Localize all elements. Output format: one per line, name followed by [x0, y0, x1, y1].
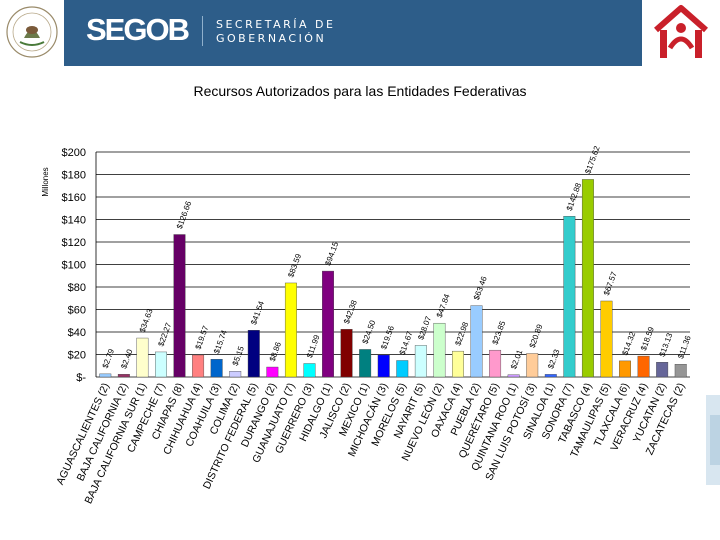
data-label: $142.88	[565, 181, 584, 212]
bar	[489, 349, 502, 378]
y-tick-label: $20	[68, 350, 86, 362]
y-tick-label: $80	[68, 282, 86, 294]
y-tick-label: $100	[62, 260, 86, 272]
bar	[600, 300, 613, 378]
bar	[117, 374, 130, 378]
data-label: $13.13	[658, 331, 675, 358]
data-label: $175.62	[583, 144, 602, 175]
bar	[136, 337, 149, 378]
bar	[99, 373, 112, 378]
y-tick-label: $200	[62, 147, 86, 159]
bar	[526, 353, 539, 378]
data-label: $67.57	[602, 270, 619, 297]
bar	[192, 354, 205, 378]
data-label: $19.56	[379, 324, 396, 351]
y-axis-label: Millones	[41, 167, 50, 196]
bar	[155, 351, 167, 378]
brand-logo-text: SEGOB	[86, 12, 190, 47]
bar	[507, 374, 520, 378]
data-label: $94.15	[323, 240, 340, 267]
bar	[656, 362, 669, 378]
data-label: $14.32	[620, 330, 637, 357]
header-banner: SEGOB SECRETARÍA DE GOBERNACIÓN	[0, 0, 720, 66]
bar	[637, 355, 650, 378]
y-tick-label: $160	[62, 192, 86, 204]
y-tick-label: $60	[68, 305, 86, 317]
bar	[674, 364, 687, 378]
data-label: $5.15	[231, 344, 246, 366]
bar	[452, 350, 464, 378]
bar	[563, 216, 576, 378]
bar	[619, 360, 631, 378]
ministry-line-1: SECRETARÍA DE	[216, 18, 336, 31]
bar	[414, 345, 427, 378]
bar	[359, 349, 372, 378]
data-label: $19.57	[194, 324, 211, 351]
ministry-line-2: GOBERNACIÓN	[216, 32, 327, 45]
brand-bar	[64, 0, 642, 66]
data-label: $2.33	[546, 348, 561, 370]
side-decoration	[706, 395, 720, 485]
data-label: $11.36	[676, 334, 693, 360]
y-tick-label: $120	[62, 237, 86, 249]
bar	[581, 179, 594, 378]
bar	[377, 354, 390, 378]
brand-divider	[202, 16, 203, 46]
bar	[544, 374, 557, 378]
bar	[173, 234, 186, 378]
house-family-logo-icon	[654, 5, 708, 58]
bar	[284, 282, 297, 378]
data-label: $41.54	[249, 299, 266, 326]
data-label: $28.07	[416, 315, 433, 342]
data-label: $83.59	[286, 252, 303, 279]
data-label: $42.38	[342, 298, 359, 325]
bar	[229, 371, 242, 378]
y-tick-label: $180	[62, 170, 86, 182]
bar	[340, 329, 353, 378]
data-label: $2.79	[101, 347, 116, 369]
y-tick-label: $140	[62, 215, 86, 227]
bar	[247, 330, 260, 378]
bar	[210, 359, 223, 378]
data-label: $20.89	[528, 323, 545, 350]
data-label: $34.63	[138, 307, 155, 334]
bar	[266, 366, 279, 378]
mexico-seal-icon	[6, 6, 58, 58]
data-label: $2.01	[509, 348, 524, 370]
y-tick-label: $-	[76, 372, 86, 384]
bar	[303, 363, 316, 378]
bar	[396, 360, 409, 378]
data-label: $63.46	[472, 275, 489, 302]
y-tick-label: $40	[68, 327, 86, 339]
data-label: $23.85	[491, 319, 508, 346]
chart-title: Recursos Autorizados para las Entidades …	[193, 83, 527, 99]
data-label: $8.86	[268, 340, 283, 362]
data-label: $126.66	[175, 199, 194, 230]
data-label: $11.99	[305, 333, 322, 359]
bar	[470, 305, 483, 378]
data-label: $18.59	[639, 325, 656, 352]
data-label: $22.27	[156, 321, 173, 348]
data-label: $2.40	[119, 348, 134, 370]
data-label: $22.98	[453, 320, 470, 347]
bar	[433, 322, 446, 378]
data-label: $47.84	[435, 292, 452, 319]
bar	[322, 270, 334, 378]
data-label: $14.67	[398, 330, 415, 357]
bar-chart: $- $20 $40 $60 $80 $100 $120 $140 $160 $180 $200 $…	[41, 144, 693, 505]
